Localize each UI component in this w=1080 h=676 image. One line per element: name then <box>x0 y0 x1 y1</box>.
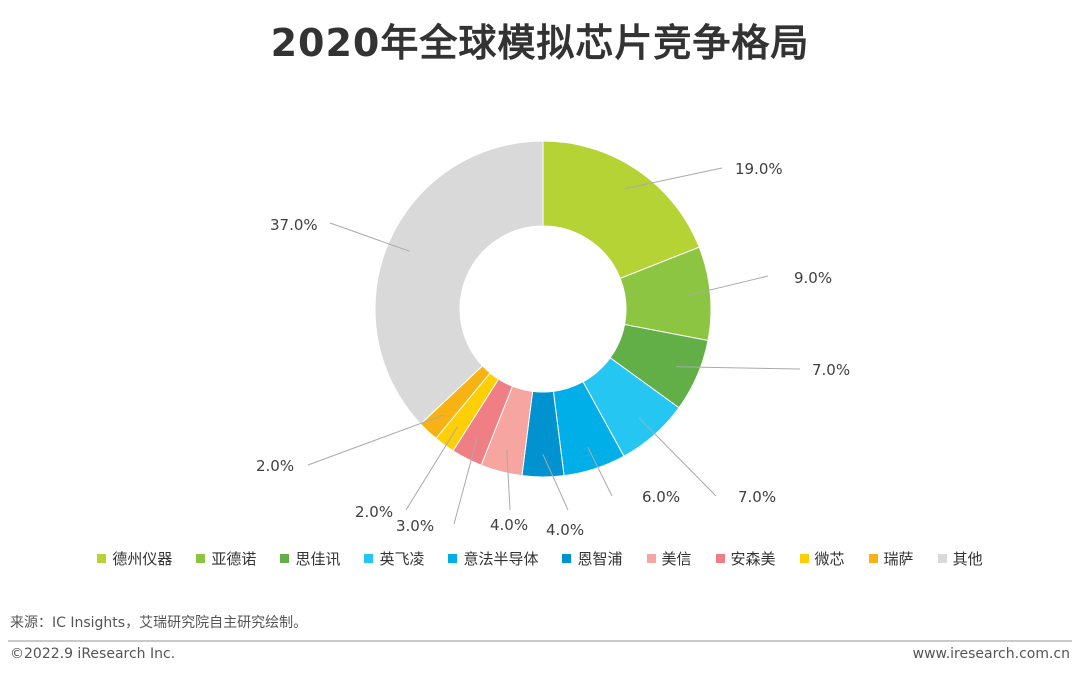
legend-item-1: 德州仪器 <box>97 548 172 569</box>
legend-swatch <box>562 554 572 563</box>
legend-item-7: 美信 <box>646 548 692 569</box>
legend-swatch <box>799 554 809 563</box>
leader-line-10 <box>307 414 444 466</box>
legend-label: 亚德诺 <box>211 550 257 568</box>
legend-swatch <box>97 554 107 563</box>
chart-title: 2020年全球模拟芯片竞争格局 <box>270 21 810 65</box>
legend-item-2: 亚德诺 <box>196 548 256 569</box>
leader-line-8 <box>453 438 478 525</box>
data-label-2: 9.0% <box>794 269 832 287</box>
legend-swatch <box>715 554 725 563</box>
leader-line-9 <box>405 426 458 511</box>
legend-swatch <box>937 554 947 563</box>
data-label-3: 7.0% <box>812 361 850 379</box>
legend-item-9: 微芯 <box>799 548 845 569</box>
data-label-9: 2.0% <box>355 503 393 521</box>
legend-item-10: 瑞萨 <box>868 548 914 569</box>
copyright: ©2022.9 iResearch Inc. <box>10 646 176 662</box>
slice-1 <box>542 140 700 280</box>
footer-divider <box>8 640 1072 642</box>
legend-swatch <box>280 554 290 563</box>
legend-label: 德州仪器 <box>112 550 173 568</box>
legend-label: 瑞萨 <box>883 550 914 568</box>
legend-swatch <box>196 554 206 563</box>
data-label-8: 3.0% <box>396 517 434 535</box>
data-label-1: 19.0% <box>735 160 783 178</box>
legend-swatch <box>868 554 878 563</box>
legend-swatch <box>646 554 656 563</box>
legend-item-3: 思佳讯 <box>280 548 340 569</box>
leader-line-3 <box>676 366 801 370</box>
legend-item-4: 英飞凌 <box>364 548 424 569</box>
data-label-4: 7.0% <box>738 488 776 506</box>
leader-line-6 <box>542 454 569 511</box>
leader-line-11 <box>329 222 410 252</box>
legend-label: 微芯 <box>814 550 845 568</box>
legend-label: 意法半导体 <box>463 550 539 568</box>
data-label-10: 2.0% <box>256 457 294 475</box>
leader-line-7 <box>506 449 511 511</box>
legend-label: 思佳讯 <box>295 550 341 568</box>
data-label-11: 37.0% <box>270 216 318 234</box>
legend-label: 美信 <box>661 550 692 568</box>
source-note: 来源：IC Insights，艾瑞研究院自主研究绘制。 <box>10 615 308 631</box>
legend-label: 安森美 <box>730 550 776 568</box>
legend-item-8: 安森美 <box>715 548 776 569</box>
leader-line-1 <box>624 167 723 190</box>
legend-item-6: 恩智浦 <box>562 548 623 569</box>
legend-label: 恩智浦 <box>577 550 623 568</box>
data-label-7: 4.0% <box>490 516 528 534</box>
leader-line-4 <box>638 417 717 497</box>
legend: 德州仪器 亚德诺 思佳讯 英飞凌 意法半导体 恩智浦 美信 安森美 微芯 瑞萨 其他 <box>0 548 1080 569</box>
legend-label: 英飞凌 <box>379 550 425 568</box>
data-label-5: 6.0% <box>642 488 680 506</box>
slice-11 <box>374 140 544 425</box>
legend-label: 其他 <box>952 550 983 568</box>
leader-line-2 <box>687 275 769 296</box>
legend-item-11: 其他 <box>937 548 983 569</box>
website: www.iresearch.com.cn <box>912 646 1070 662</box>
donut-chart: 19.0%9.0%7.0%7.0%6.0%4.0%4.0%3.0%2.0%2.0… <box>256 140 850 539</box>
legend-item-5: 意法半导体 <box>448 548 538 569</box>
data-label-6: 4.0% <box>546 521 584 539</box>
legend-swatch <box>448 554 458 563</box>
leader-line-5 <box>587 447 613 497</box>
legend-swatch <box>364 554 374 563</box>
